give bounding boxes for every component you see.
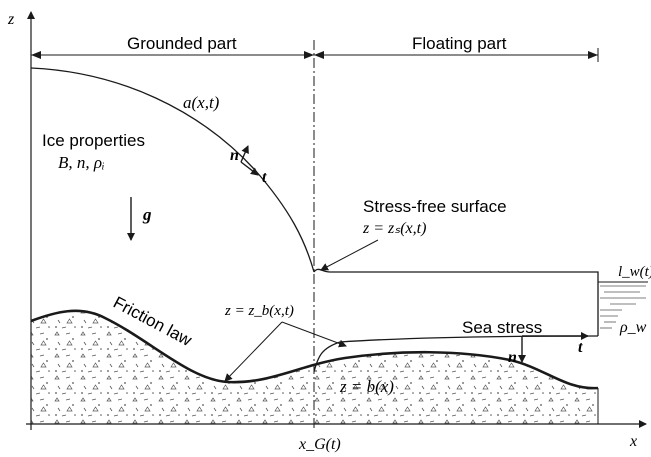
upper-surface-label: a(x,t) bbox=[183, 93, 220, 112]
upper-tangent-label: t bbox=[262, 169, 267, 186]
water-density-label: ρ_w bbox=[619, 319, 647, 336]
gravity-label: g bbox=[142, 205, 152, 224]
bed-equation: z = b(x) bbox=[339, 377, 394, 396]
ice-properties-label: Ice properties bbox=[42, 131, 145, 150]
upper-normal-label: n bbox=[230, 147, 239, 164]
basal-pointer-left bbox=[224, 321, 283, 382]
grounded-part-label: Grounded part bbox=[127, 34, 237, 53]
z-axis-label: z bbox=[7, 11, 15, 28]
water-level-label: l_w(t) bbox=[618, 264, 651, 280]
stress-free-pointer bbox=[320, 239, 379, 271]
sea-stress-label: Sea stress bbox=[462, 318, 542, 337]
grounding-line-label: x_G(t) bbox=[298, 436, 341, 453]
ice-shelf-top bbox=[313, 268, 599, 336]
basal-pointer-right bbox=[281, 321, 347, 348]
ice-upper-surface bbox=[30, 67, 315, 273]
bed-line bbox=[30, 309, 599, 390]
upper-normal-arrow bbox=[240, 145, 249, 163]
sea-tangent-label: t bbox=[578, 339, 583, 356]
stress-free-label: Stress-free surface bbox=[363, 197, 507, 216]
upper-tangent-arrow bbox=[240, 161, 259, 176]
water-hatching bbox=[600, 285, 646, 329]
stress-free-equation: z = zₛ(x,t) bbox=[362, 220, 426, 237]
floating-part-label: Floating part bbox=[412, 34, 507, 53]
x-axis-label: x bbox=[629, 433, 637, 450]
sea-normal-label: n bbox=[508, 349, 517, 366]
basal-equation: z = z_b(x,t) bbox=[224, 303, 294, 319]
ice-properties-params: B, n, ρᵢ bbox=[58, 153, 105, 172]
